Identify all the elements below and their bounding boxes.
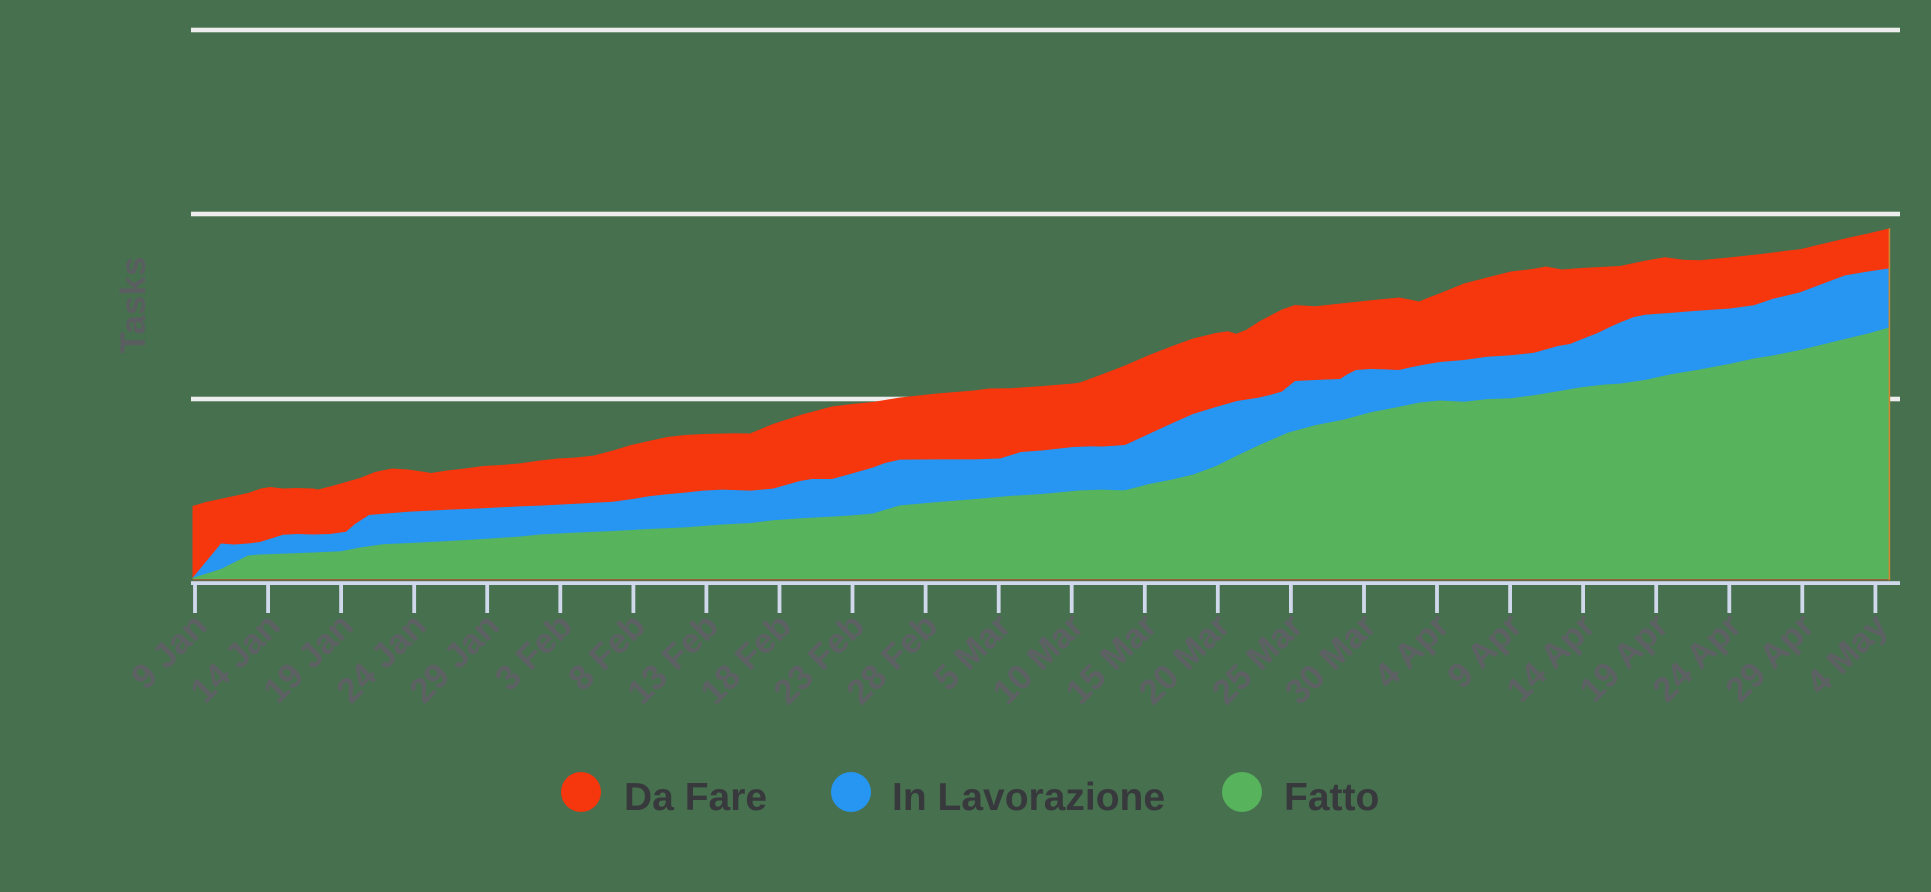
svg-text:Tasks: Tasks	[114, 257, 153, 354]
svg-text:In Lavorazione: In Lavorazione	[892, 776, 1165, 819]
svg-text:4 May: 4 May	[1799, 606, 1896, 703]
svg-text:4 Apr: 4 Apr	[1367, 606, 1457, 696]
svg-text:Fatto: Fatto	[1284, 776, 1379, 819]
svg-text:Da Fare: Da Fare	[624, 776, 767, 819]
svg-text:3 Feb: 3 Feb	[488, 606, 580, 698]
